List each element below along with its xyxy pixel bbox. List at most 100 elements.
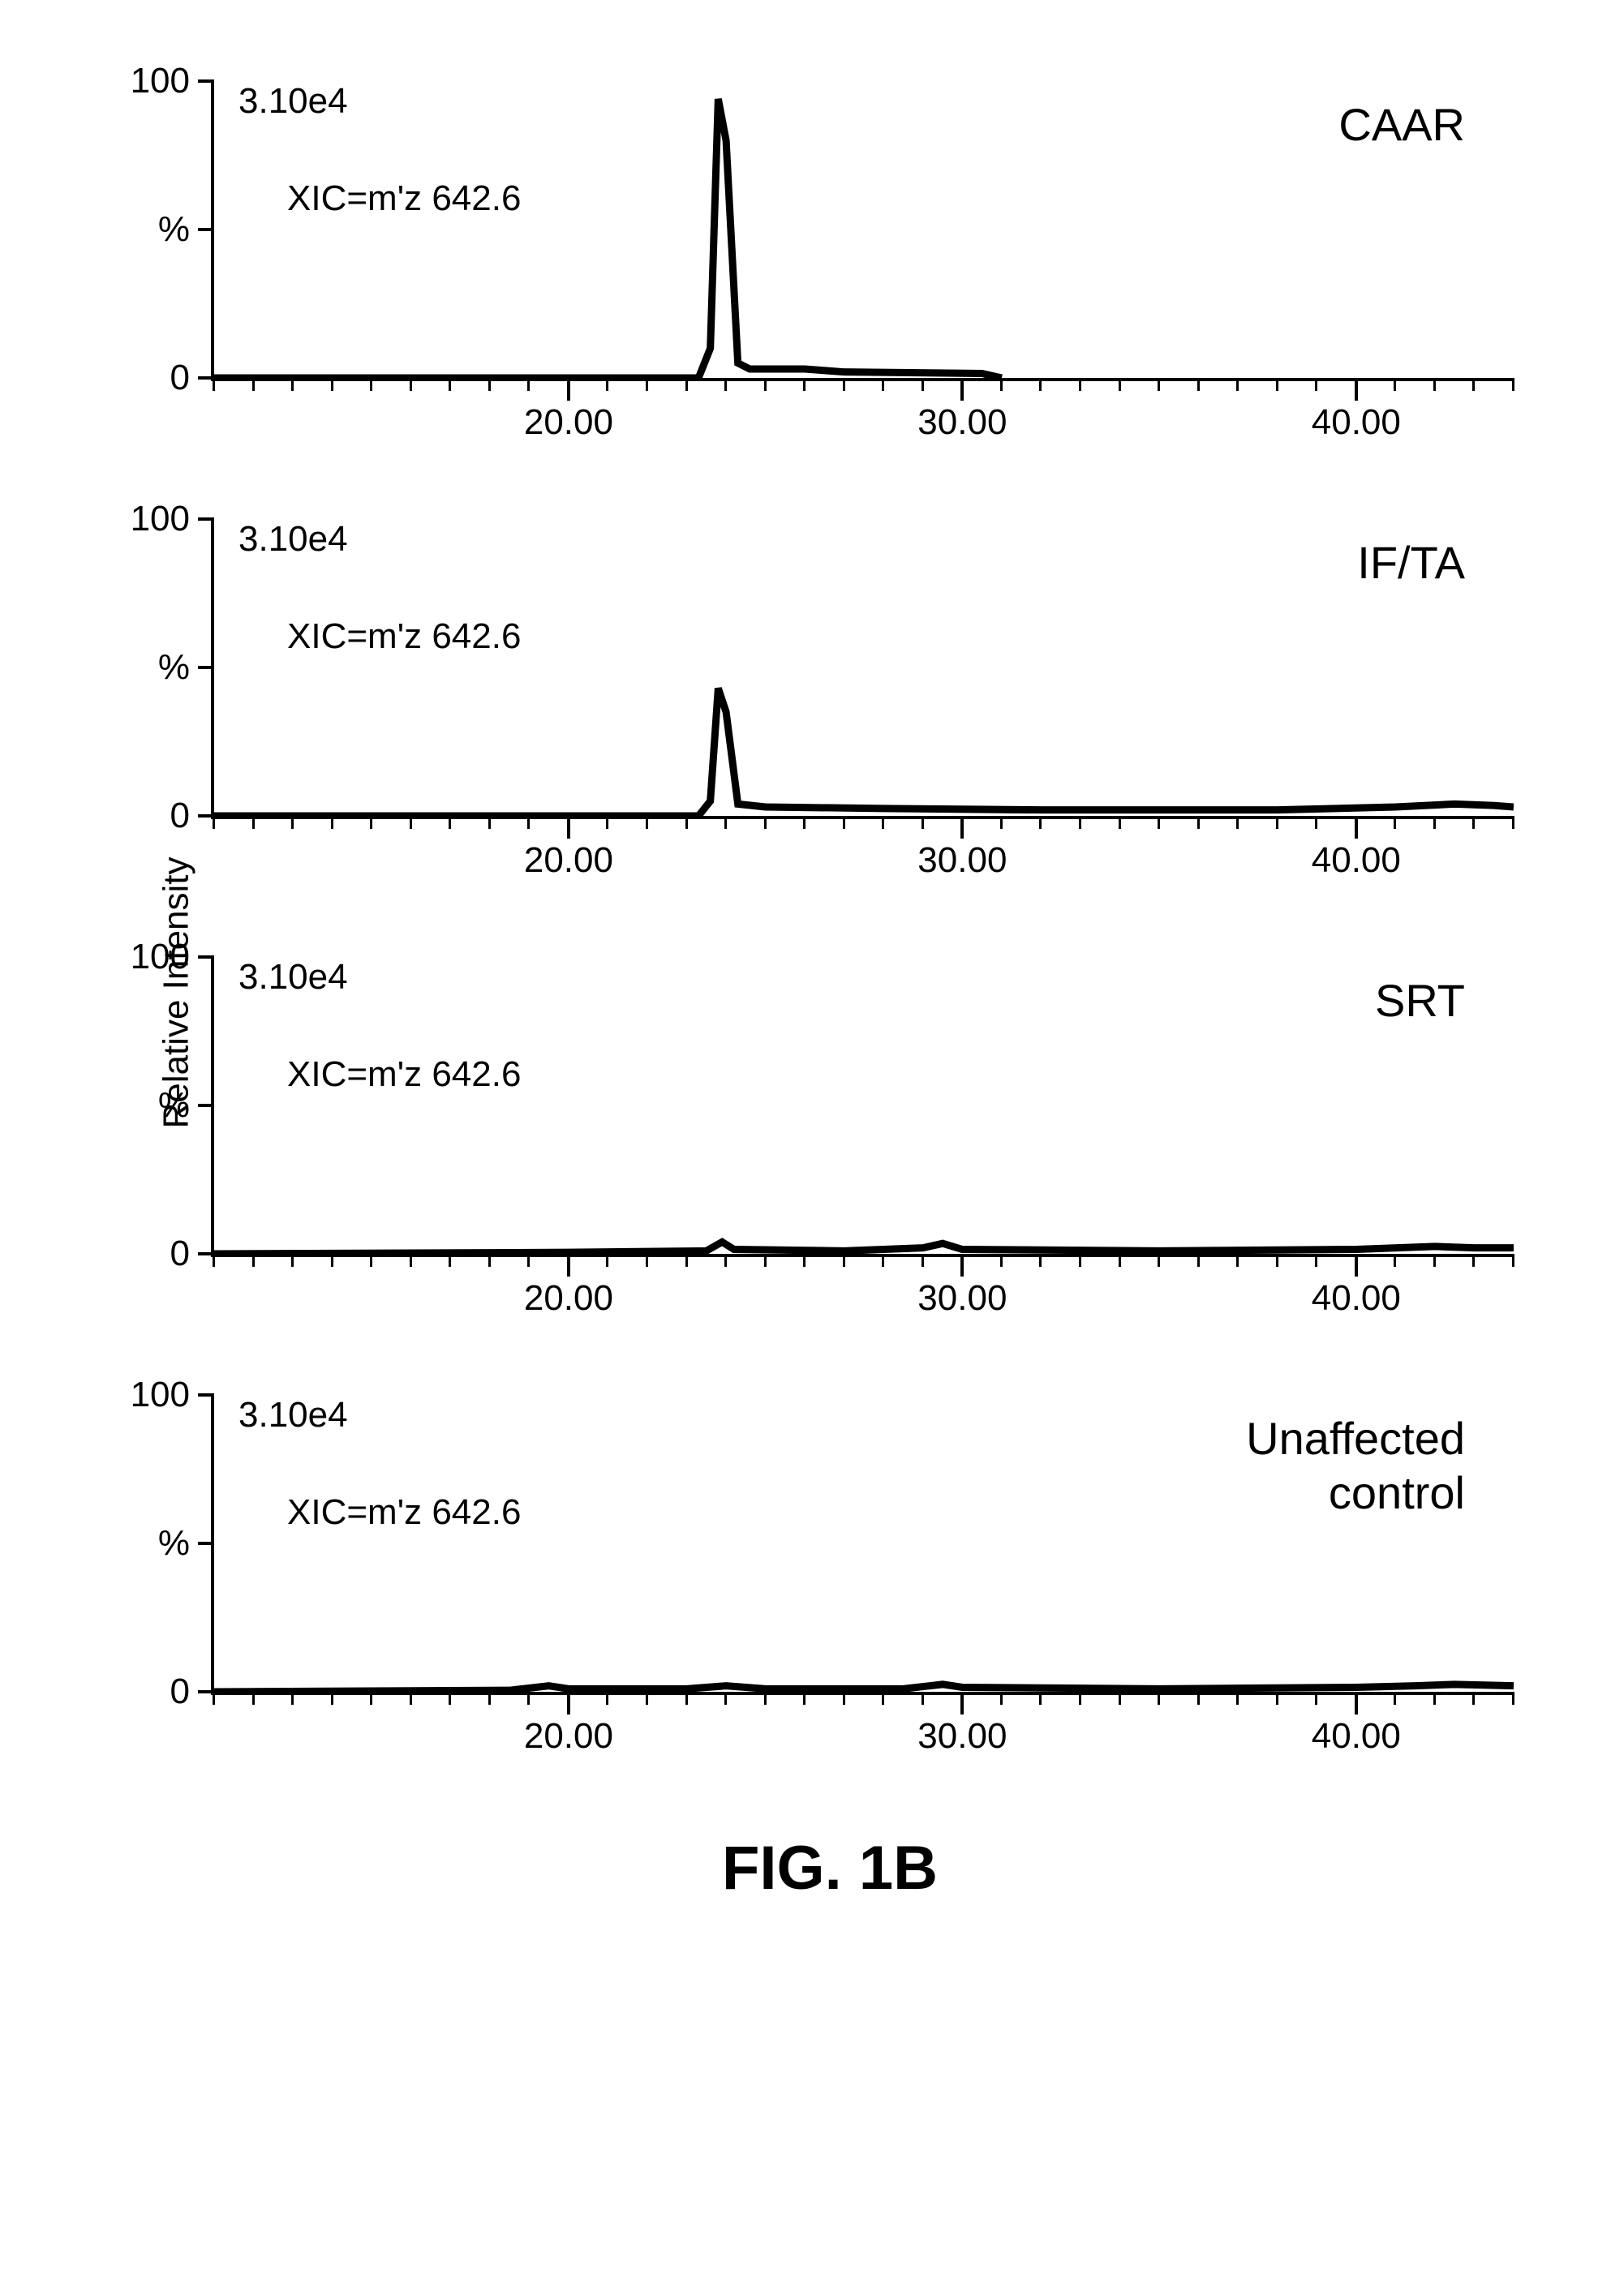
panels-host: 0%10020.0030.0040.003.10e4XIC=m'z 642.6C… [114, 81, 1546, 1736]
x-tick-minor [1158, 1692, 1160, 1705]
intensity-label: 3.10e4 [238, 1395, 348, 1436]
x-tick-minor [1433, 1692, 1436, 1705]
x-tick-minor [449, 816, 451, 829]
x-tick-minor [843, 1254, 845, 1267]
x-tick-label: 40.00 [1312, 1716, 1401, 1757]
x-tick-minor [291, 816, 294, 829]
x-tick-minor [1236, 378, 1239, 391]
x-tick-minor [803, 1692, 806, 1705]
x-tick-minor [1394, 1254, 1396, 1267]
x-tick-minor [1079, 378, 1081, 391]
x-tick-minor [1039, 1254, 1042, 1267]
y-tick [198, 1104, 214, 1107]
x-tick-major [1355, 816, 1358, 839]
x-tick-label: 20.00 [524, 402, 613, 443]
chromatogram-panel: 0%10020.0030.0040.003.10e4XIC=m'z 642.6U… [114, 1395, 1546, 1736]
x-tick-minor [252, 378, 255, 391]
x-tick-minor [488, 1254, 491, 1267]
x-tick-minor [410, 1692, 412, 1705]
x-tick-minor [882, 1254, 884, 1267]
x-tick-label: 30.00 [917, 1278, 1007, 1319]
x-tick-minor [724, 378, 727, 391]
chromatogram-panel: 0%10020.0030.0040.003.10e4XIC=m'z 642.6S… [114, 957, 1546, 1298]
x-tick-minor [606, 816, 608, 829]
x-tick-minor [1236, 1692, 1239, 1705]
x-tick-major [1355, 1692, 1358, 1714]
x-tick-minor [1158, 378, 1160, 391]
x-tick-minor [213, 1692, 215, 1705]
figure-container: Relative Intensity 0%10020.0030.0040.003… [114, 81, 1546, 1903]
x-tick-minor [449, 1254, 451, 1267]
x-tick-minor [1315, 816, 1317, 829]
x-tick-minor [1236, 1254, 1239, 1267]
panel-title: Unaffectedcontrol [1246, 1411, 1465, 1520]
x-tick-minor [1119, 1254, 1121, 1267]
x-tick-minor [882, 816, 884, 829]
x-tick-minor [1197, 378, 1200, 391]
x-tick-label: 20.00 [524, 1716, 613, 1757]
x-tick-minor [331, 378, 333, 391]
x-tick-minor [252, 816, 255, 829]
x-tick-minor [1039, 1692, 1042, 1705]
x-tick-label: 40.00 [1312, 840, 1401, 881]
x-tick-minor [1119, 816, 1121, 829]
x-tick-minor [685, 1254, 688, 1267]
x-tick-minor [1000, 378, 1003, 391]
x-tick-major [960, 1254, 964, 1277]
y-tick [198, 814, 214, 818]
chromatogram-panel: 0%10020.0030.0040.003.10e4XIC=m'z 642.6I… [114, 519, 1546, 860]
plot-area: 0%10020.0030.0040.003.10e4XIC=m'z 642.6C… [211, 81, 1514, 381]
x-tick-minor [921, 378, 924, 391]
x-tick-label: 40.00 [1312, 402, 1401, 443]
y-tick [198, 517, 214, 521]
y-tick [198, 666, 214, 669]
x-tick-minor [1000, 1254, 1003, 1267]
x-tick-minor [764, 378, 767, 391]
x-tick-major [1355, 1254, 1358, 1277]
x-tick-minor [1197, 816, 1200, 829]
y-tick-label: % [109, 647, 190, 688]
x-tick-minor [449, 378, 451, 391]
x-tick-minor [527, 1692, 530, 1705]
y-tick [198, 228, 214, 231]
y-tick [198, 1542, 214, 1545]
x-tick-minor [252, 1692, 255, 1705]
x-tick-minor [843, 816, 845, 829]
intensity-label: 3.10e4 [238, 519, 348, 560]
x-tick-minor [488, 378, 491, 391]
x-tick-minor [1236, 816, 1239, 829]
x-tick-minor [921, 1254, 924, 1267]
y-tick-label: % [109, 1085, 190, 1126]
x-tick-minor [606, 378, 608, 391]
x-tick-minor [410, 816, 412, 829]
x-tick-minor [1119, 378, 1121, 391]
panel-title: CAAR [1338, 97, 1465, 152]
x-tick-minor [1472, 1254, 1475, 1267]
x-tick-minor [685, 378, 688, 391]
x-tick-minor [291, 1692, 294, 1705]
x-tick-minor [1512, 1254, 1514, 1267]
xic-label: XIC=m'z 642.6 [287, 178, 521, 219]
x-tick-minor [1472, 816, 1475, 829]
x-tick-minor [1197, 1254, 1200, 1267]
x-tick-minor [843, 1692, 845, 1705]
x-tick-minor [1512, 378, 1514, 391]
x-tick-minor [488, 816, 491, 829]
chromatogram-trace [214, 81, 1514, 378]
y-tick-label: 100 [109, 499, 190, 539]
x-tick-minor [646, 816, 648, 829]
x-tick-minor [646, 378, 648, 391]
x-tick-major [1355, 378, 1358, 401]
x-tick-major [567, 816, 570, 839]
y-tick [198, 955, 214, 959]
x-tick-minor [527, 1254, 530, 1267]
x-tick-minor [764, 1692, 767, 1705]
x-tick-minor [1433, 1254, 1436, 1267]
y-tick-label: 100 [109, 937, 190, 977]
x-tick-minor [291, 1254, 294, 1267]
x-tick-minor [1394, 1692, 1396, 1705]
xic-label: XIC=m'z 642.6 [287, 616, 521, 657]
y-tick-label: 100 [109, 1375, 190, 1415]
x-tick-minor [1276, 816, 1278, 829]
x-tick-minor [1158, 816, 1160, 829]
